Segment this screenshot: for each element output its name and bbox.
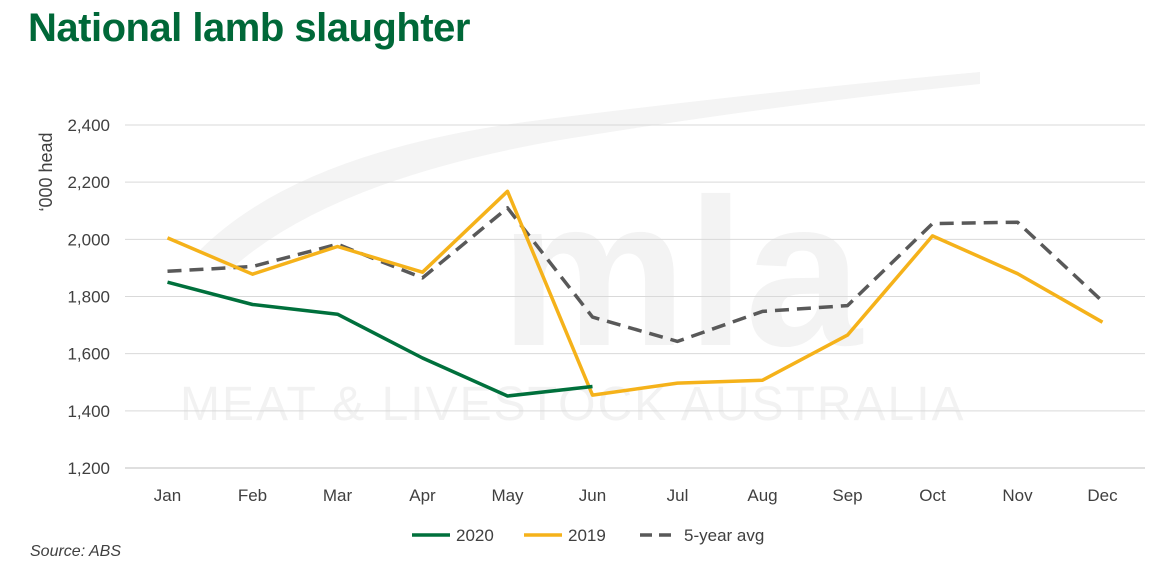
y-tick-label: 1,600 — [67, 345, 110, 364]
legend-label: 2019 — [568, 526, 606, 545]
x-tick-label: Oct — [919, 486, 946, 505]
legend: 2020 2019 5-year avg — [412, 526, 764, 545]
x-tick-label: Mar — [323, 486, 353, 505]
y-axis-label: ‘000 head — [36, 132, 56, 211]
legend-label: 5-year avg — [684, 526, 764, 545]
series-line-2020 — [167, 280, 593, 398]
x-tick-label: Aug — [747, 486, 777, 505]
y-tick-label: 1,800 — [67, 288, 110, 307]
series-line-5-year-avg — [167, 206, 1104, 344]
x-tick-label: Jun — [579, 486, 606, 505]
y-tick-label: 2,200 — [67, 173, 110, 192]
watermark: mla MEAT & LIVESTOCK AUSTRALIA — [180, 72, 980, 431]
x-tick-label: Apr — [409, 486, 436, 505]
x-tick-label: Jan — [154, 486, 181, 505]
watermark-text: MEAT & LIVESTOCK AUSTRALIA — [180, 378, 966, 431]
y-axis-ticks: 1,200 1,400 1,600 1,800 2,000 2,200 2,400 — [67, 116, 110, 478]
y-tick-label: 2,000 — [67, 230, 110, 249]
gridlines — [125, 124, 1145, 469]
x-tick-label: May — [491, 486, 524, 505]
x-tick-label: Sep — [832, 486, 862, 505]
x-axis-ticks: Jan Feb Mar Apr May Jun Jul Aug Sep Oct Nov Dec — [154, 486, 1118, 505]
series-line-2019 — [166, 189, 1104, 397]
series-lines — [166, 189, 1104, 398]
y-tick-label: 2,400 — [67, 116, 110, 135]
y-tick-label: 1,400 — [67, 402, 110, 421]
x-tick-label: Feb — [238, 486, 267, 505]
x-tick-label: Jul — [667, 486, 689, 505]
y-tick-label: 1,200 — [67, 459, 110, 478]
watermark-logo: mla — [500, 155, 864, 390]
x-tick-label: Dec — [1087, 486, 1118, 505]
x-tick-label: Nov — [1002, 486, 1033, 505]
chart-title: National lamb slaughter — [28, 6, 470, 50]
source-note: Source: ABS — [30, 543, 122, 560]
legend-label: 2020 — [456, 526, 494, 545]
